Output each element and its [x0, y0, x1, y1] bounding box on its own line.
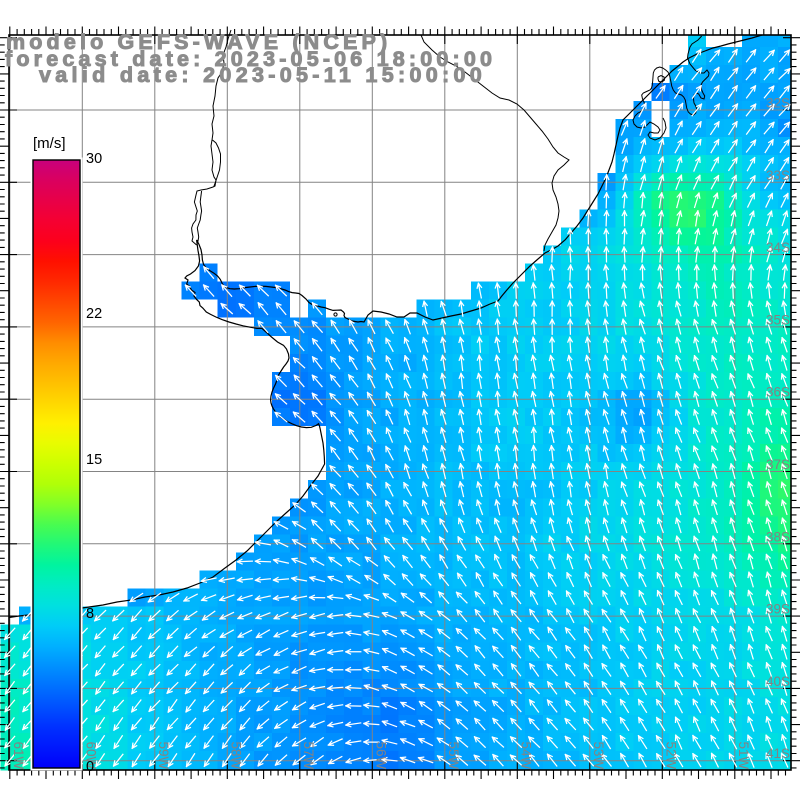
svg-text:[m/s]: [m/s] — [33, 135, 66, 152]
svg-text:40S: 40S — [766, 674, 790, 689]
svg-text:52W: 52W — [663, 742, 678, 770]
svg-text:33S: 33S — [766, 168, 790, 183]
svg-text:forecast date: 2023-05-06 18:0: forecast date: 2023-05-06 18:00:00 — [5, 47, 496, 71]
svg-text:35S: 35S — [766, 312, 790, 327]
svg-text:58W: 58W — [228, 742, 243, 770]
svg-text:56W: 56W — [373, 742, 388, 770]
svg-text:38S: 38S — [766, 529, 790, 544]
svg-text:41S: 41S — [766, 746, 790, 761]
svg-text:8: 8 — [86, 606, 94, 622]
svg-text:51W: 51W — [736, 742, 751, 770]
svg-text:15: 15 — [86, 452, 102, 468]
svg-text:22: 22 — [86, 306, 102, 322]
svg-text:valid date: 2023-05-11 15:00:0: valid date: 2023-05-11 15:00:00 — [39, 63, 486, 87]
svg-text:55W: 55W — [446, 742, 461, 770]
svg-text:32S: 32S — [766, 96, 790, 111]
svg-text:59W: 59W — [156, 742, 171, 770]
svg-text:modelo GEFS-WAVE (NCEP): modelo GEFS-WAVE (NCEP) — [6, 30, 391, 54]
svg-text:30: 30 — [86, 151, 102, 167]
svg-text:37S: 37S — [766, 457, 790, 472]
svg-text:60W: 60W — [83, 742, 98, 770]
svg-text:39S: 39S — [766, 602, 790, 617]
svg-text:54W: 54W — [518, 742, 533, 770]
svg-text:61W: 61W — [11, 742, 26, 770]
svg-text:53W: 53W — [591, 742, 606, 770]
svg-text:34S: 34S — [766, 240, 790, 255]
svg-text:0: 0 — [86, 759, 94, 775]
svg-text:57W: 57W — [301, 742, 316, 770]
svg-text:36S: 36S — [766, 385, 790, 400]
